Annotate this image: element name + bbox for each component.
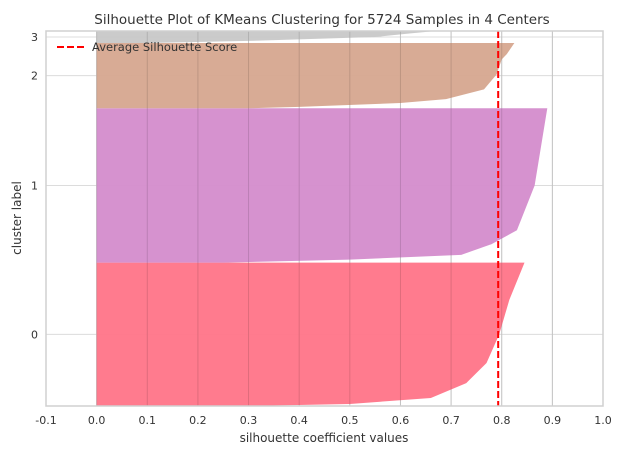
silhouette-area-cluster-2	[96, 43, 515, 109]
x-tick-label: 0.4	[290, 414, 308, 427]
x-tick-label: 0.2	[189, 414, 207, 427]
x-ticks: -0.1 0.0 0.1 0.2 0.3 0.4 0.5 0.6 0.7 0.8 0.9 1.0	[35, 414, 611, 427]
legend-label-average: Average Silhouette Score	[92, 40, 237, 54]
y-tick-label-cluster-3: 3	[31, 31, 38, 44]
silhouette-area-cluster-0	[96, 262, 525, 406]
y-axis-label: cluster label	[10, 181, 24, 255]
legend: Average Silhouette Score	[57, 40, 237, 54]
x-tick-label: 0.5	[341, 414, 359, 427]
silhouette-area-cluster-1	[96, 108, 548, 263]
y-ticks: 0 1 2 3	[31, 31, 38, 341]
x-tick-label: 1.0	[594, 414, 612, 427]
x-tick-label: 0.6	[392, 414, 410, 427]
x-tick-label: 0.1	[139, 414, 157, 427]
x-tick-label: 0.9	[544, 414, 562, 427]
chart-title: Silhouette Plot of KMeans Clustering for…	[94, 12, 549, 28]
x-tick-label: 0.7	[442, 414, 460, 427]
y-tick-label-cluster-2: 2	[31, 70, 38, 83]
x-tick-label: 0.3	[240, 414, 258, 427]
plot-frame	[45, 30, 604, 407]
silhouette-areas	[45, 31, 604, 406]
x-axis-label: silhouette coefficient values	[240, 431, 409, 445]
silhouette-area-cluster-3	[96, 31, 436, 44]
y-tick-label-cluster-1: 1	[31, 179, 38, 192]
x-tick-label: 0.0	[88, 414, 106, 427]
y-tick-label-cluster-0: 0	[31, 328, 38, 341]
x-tick-label: -0.1	[35, 414, 56, 427]
x-tick-label: 0.8	[493, 414, 511, 427]
